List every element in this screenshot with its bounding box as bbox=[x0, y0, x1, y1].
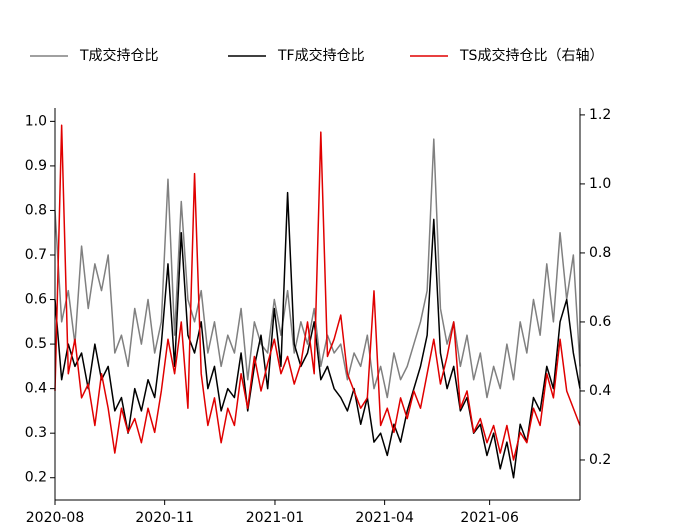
y-tick-label: 0.9 bbox=[25, 158, 47, 174]
x-tick-label: 2020-11 bbox=[135, 510, 194, 526]
y2-tick-label: 1.0 bbox=[589, 176, 611, 192]
y-tick-label: 0.7 bbox=[25, 247, 47, 263]
y-tick-label: 0.2 bbox=[25, 470, 47, 486]
legend-label: TS成交持仓比（右轴） bbox=[459, 47, 603, 64]
y2-tick-label: 0.6 bbox=[589, 314, 611, 330]
y-tick-label: 0.6 bbox=[25, 292, 47, 308]
series-line bbox=[54, 124, 581, 461]
legend-label: T成交持仓比 bbox=[79, 47, 159, 64]
series-line bbox=[54, 138, 581, 399]
y-tick-label: 1.0 bbox=[25, 113, 47, 129]
y-tick-label: 0.5 bbox=[25, 336, 47, 352]
y-tick-label: 0.4 bbox=[25, 381, 47, 397]
y2-tick-label: 0.8 bbox=[589, 245, 611, 261]
y2-tick-label: 1.2 bbox=[589, 107, 611, 123]
y-tick-label: 0.3 bbox=[25, 425, 47, 441]
y-tick-label: 0.8 bbox=[25, 202, 47, 218]
x-tick-label: 2021-04 bbox=[355, 510, 414, 526]
x-tick-label: 2021-01 bbox=[246, 510, 305, 526]
x-tick-label: 2020-08 bbox=[26, 510, 85, 526]
x-tick-label: 2021-06 bbox=[460, 510, 519, 526]
series-line bbox=[54, 191, 581, 479]
y2-tick-label: 0.2 bbox=[589, 452, 611, 468]
legend-label: TF成交持仓比 bbox=[277, 47, 365, 64]
y2-tick-label: 0.4 bbox=[589, 383, 611, 399]
